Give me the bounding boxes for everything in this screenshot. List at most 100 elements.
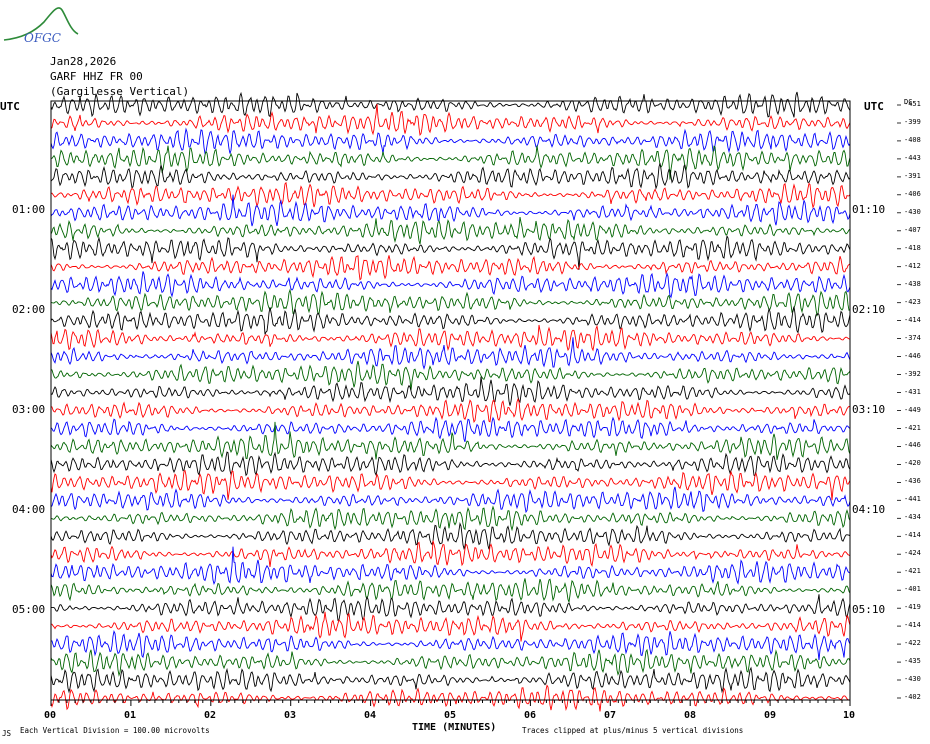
x-tick-label: 05	[444, 710, 457, 721]
seismic-trace	[50, 629, 851, 661]
dc-value: -430	[904, 207, 921, 216]
seismic-trace	[50, 451, 851, 477]
seismic-trace	[50, 234, 851, 270]
seismic-trace	[50, 103, 851, 136]
seismic-trace	[50, 194, 851, 227]
seismic-trace	[50, 486, 851, 514]
logo-text: OFGC	[24, 31, 61, 45]
x-tick-label: 09	[764, 710, 777, 721]
seismic-trace	[50, 540, 851, 568]
x-tick-label: 07	[604, 710, 617, 721]
right-hour-label: 01:10	[852, 203, 886, 216]
dc-value: -441	[904, 495, 921, 504]
right-hour-label: 03:10	[852, 403, 886, 416]
dc-value: -414	[904, 531, 921, 540]
left-hour-label: 04:00	[12, 503, 46, 516]
dc-value: -418	[904, 243, 921, 252]
seismic-trace	[50, 181, 851, 209]
x-tick-label: 01	[124, 710, 137, 721]
dc-value: -438	[904, 279, 921, 288]
dc-value: -451	[904, 100, 921, 108]
left-hour-label: 01:00	[12, 203, 46, 216]
seismic-trace	[50, 306, 851, 335]
footer-mark: JS	[2, 729, 12, 738]
header-location: (Gargilesse Vertical)	[50, 85, 190, 98]
seismic-trace	[50, 505, 851, 532]
right-hour-label: 02:10	[852, 303, 886, 316]
seismic-trace	[50, 666, 851, 694]
seismic-trace	[50, 255, 851, 281]
seismic-trace	[50, 648, 851, 677]
seismic-trace	[50, 397, 851, 424]
dc-value: -402	[904, 693, 921, 701]
right-axis-label: UTC	[864, 100, 884, 113]
dc-value: -420	[904, 459, 921, 468]
left-axis-label: UTC	[0, 100, 20, 113]
dc-value: -406	[904, 189, 921, 198]
x-tick-label: 03	[284, 710, 297, 721]
dc-value: -399	[904, 118, 921, 126]
x-tick-label: 04	[364, 710, 377, 721]
header-date: Jan28,2026	[50, 55, 117, 68]
dc-value: -392	[904, 369, 921, 378]
dc-value: -374	[904, 333, 921, 342]
dc-value: -423	[904, 297, 921, 306]
x-tick-label: 06	[524, 710, 537, 721]
seismic-trace	[50, 421, 851, 460]
scale-note: Each Vertical Division = 100.00 microvol…	[20, 726, 210, 735]
left-hour-label: 05:00	[12, 603, 46, 616]
seismic-trace	[50, 337, 851, 370]
seismic-trace	[50, 546, 851, 586]
seismic-trace	[50, 145, 851, 180]
seismic-trace	[50, 288, 851, 317]
clip-note: Traces clipped at plus/minus 5 vertical …	[522, 726, 744, 735]
dc-value: -434	[904, 513, 921, 522]
dc-value: -408	[904, 135, 921, 144]
dc-value: -419	[904, 603, 921, 612]
dc-value: -431	[904, 387, 921, 396]
dc-value: -435	[904, 657, 921, 666]
header-station: GARF HHZ FR 00	[50, 70, 143, 83]
right-hour-label: 04:10	[852, 503, 886, 516]
dc-label: DC	[904, 98, 913, 106]
seismic-trace	[50, 376, 851, 406]
x-axis-label: TIME (MINUTES)	[412, 722, 497, 733]
seismic-trace	[50, 163, 851, 190]
dc-value: -414	[904, 315, 921, 324]
dc-value: -424	[904, 549, 921, 558]
seismic-trace	[50, 416, 851, 442]
dc-value: -430	[904, 675, 921, 683]
seismic-trace	[50, 127, 851, 155]
dc-value: -421	[904, 567, 921, 576]
seismic-trace	[50, 594, 851, 622]
dc-value: -446	[904, 351, 921, 360]
ofgc-logo-icon: OFGC	[3, 7, 79, 45]
dc-value: -436	[904, 477, 921, 486]
seismic-trace	[50, 578, 851, 603]
dc-value: -412	[904, 261, 921, 270]
seismic-trace	[50, 684, 851, 712]
seismic-trace	[50, 217, 851, 245]
dc-value: -401	[904, 585, 921, 594]
right-hour-label: 05:10	[852, 603, 886, 616]
left-hour-label: 03:00	[12, 403, 46, 416]
left-hour-label: 02:00	[12, 303, 46, 316]
dc-value: -407	[904, 225, 921, 234]
seismic-trace	[50, 324, 851, 352]
dc-value: -422	[904, 639, 921, 648]
x-tick-label: 08	[684, 710, 697, 721]
seismic-trace	[51, 611, 851, 642]
dc-value: -391	[904, 171, 921, 180]
seismic-trace	[50, 469, 851, 501]
dc-value: -449	[904, 405, 921, 414]
x-tick-label: 10	[843, 710, 856, 721]
x-tick-label: 00	[44, 710, 57, 721]
seismic-trace	[50, 360, 851, 391]
dc-value: -443	[904, 153, 921, 162]
seismic-trace	[50, 91, 851, 118]
seismic-trace	[50, 522, 851, 550]
dc-value: -414	[904, 621, 921, 630]
dc-value: -446	[904, 441, 921, 450]
seismic-trace	[50, 271, 851, 299]
dc-value: -421	[904, 423, 921, 432]
